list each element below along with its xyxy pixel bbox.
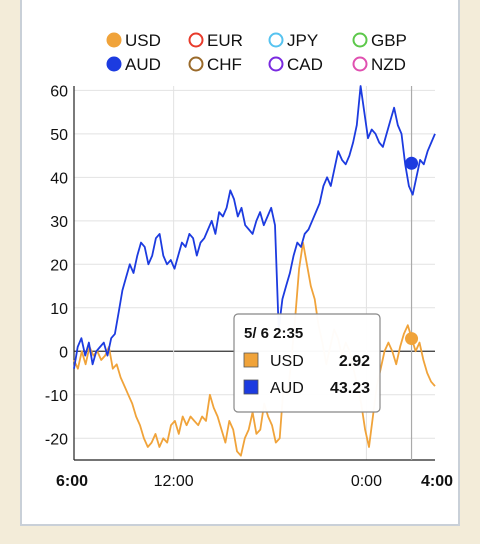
x-tick-label: 6:00 (56, 473, 88, 490)
x-tick-label: 4:00 (421, 473, 453, 490)
y-tick-label: 50 (50, 127, 68, 144)
legend-eur-marker[interactable] (188, 32, 204, 48)
x-tick-label: 0:00 (351, 473, 382, 490)
cursor-marker-aud (405, 156, 419, 170)
series-aud-line (73, 85, 436, 369)
tooltip-aud-label: AUD (270, 380, 304, 397)
y-tick-label: 60 (50, 83, 68, 100)
tooltip-usd-value: 2.92 (339, 353, 370, 370)
y-tick-label: 20 (50, 257, 68, 274)
legend-gbp-marker[interactable] (352, 32, 368, 48)
legend-jpy-marker[interactable] (268, 32, 284, 48)
legend-chf-label: CHF (207, 55, 242, 74)
legend-jpy-label: JPY (287, 31, 318, 50)
legend-chf-marker[interactable] (188, 56, 204, 72)
chart-panel: USD EUR JPY GBP AUD CHF CAD NZD 60 50 40 30 20 10 0 -10… (20, 0, 460, 526)
legend-usd-marker[interactable] (106, 32, 122, 48)
y-tick-label: 30 (50, 214, 68, 231)
y-tick-label: 0 (59, 344, 68, 361)
legend-aud-marker[interactable] (106, 56, 122, 72)
legend-cad-marker[interactable] (268, 56, 284, 72)
legend-aud-label: AUD (125, 55, 161, 74)
legend-nzd-marker[interactable] (352, 56, 368, 72)
tooltip-box (233, 313, 381, 413)
chart-svg: USD EUR JPY GBP AUD CHF CAD NZD 60 50 40 30 20 10 0 -10… (45, 31, 453, 490)
tooltip-aud-value: 43.23 (330, 380, 370, 397)
y-tick-label: -20 (45, 431, 68, 448)
y-tick-label: -10 (45, 388, 68, 405)
cursor-marker-usd (405, 332, 419, 346)
tooltip-usd-label: USD (270, 353, 304, 370)
x-tick-label: 12:00 (154, 473, 194, 490)
legend-cad-label: CAD (287, 55, 323, 74)
y-tick-label: 10 (50, 301, 68, 318)
tooltip-usd-swatch (243, 352, 259, 368)
legend-eur-label: EUR (207, 31, 243, 50)
tooltip-time: 5/ 6 2:35 (244, 325, 303, 342)
y-tick-label: 40 (50, 170, 68, 187)
tooltip-aud-swatch (243, 379, 259, 395)
legend-nzd-label: NZD (371, 55, 406, 74)
legend-usd-label: USD (125, 31, 161, 50)
legend-gbp-label: GBP (371, 31, 407, 50)
